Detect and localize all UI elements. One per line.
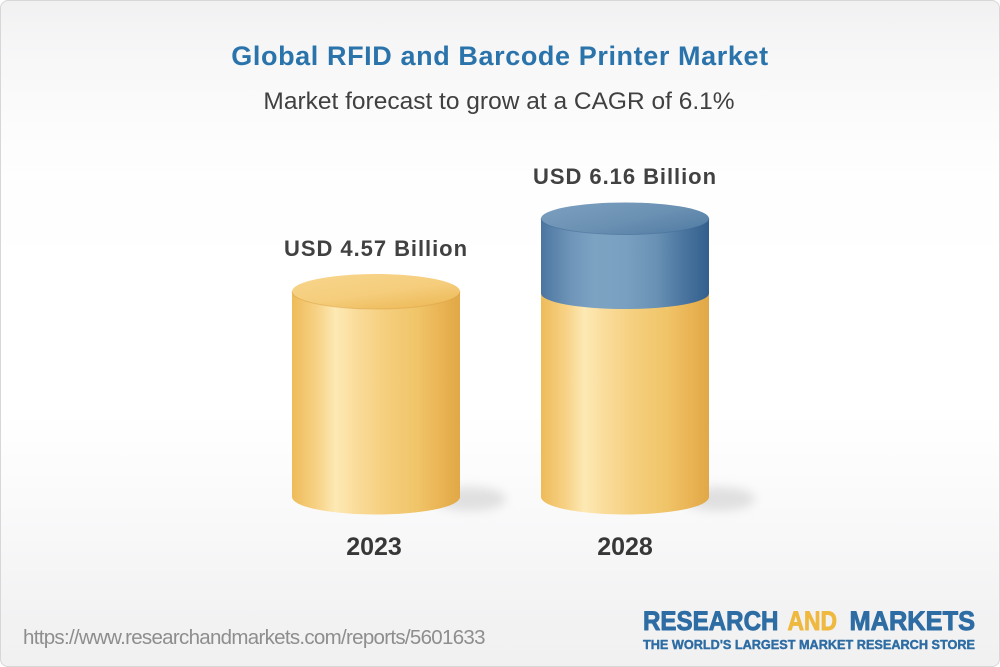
svg-text:AND: AND [788, 606, 838, 636]
svg-text:RESEARCH: RESEARCH [643, 606, 779, 636]
svg-text:THE WORLD'S LARGEST MARKET RES: THE WORLD'S LARGEST MARKET RESEARCH STOR… [643, 637, 975, 652]
svg-text:MARKETS: MARKETS [850, 606, 976, 636]
